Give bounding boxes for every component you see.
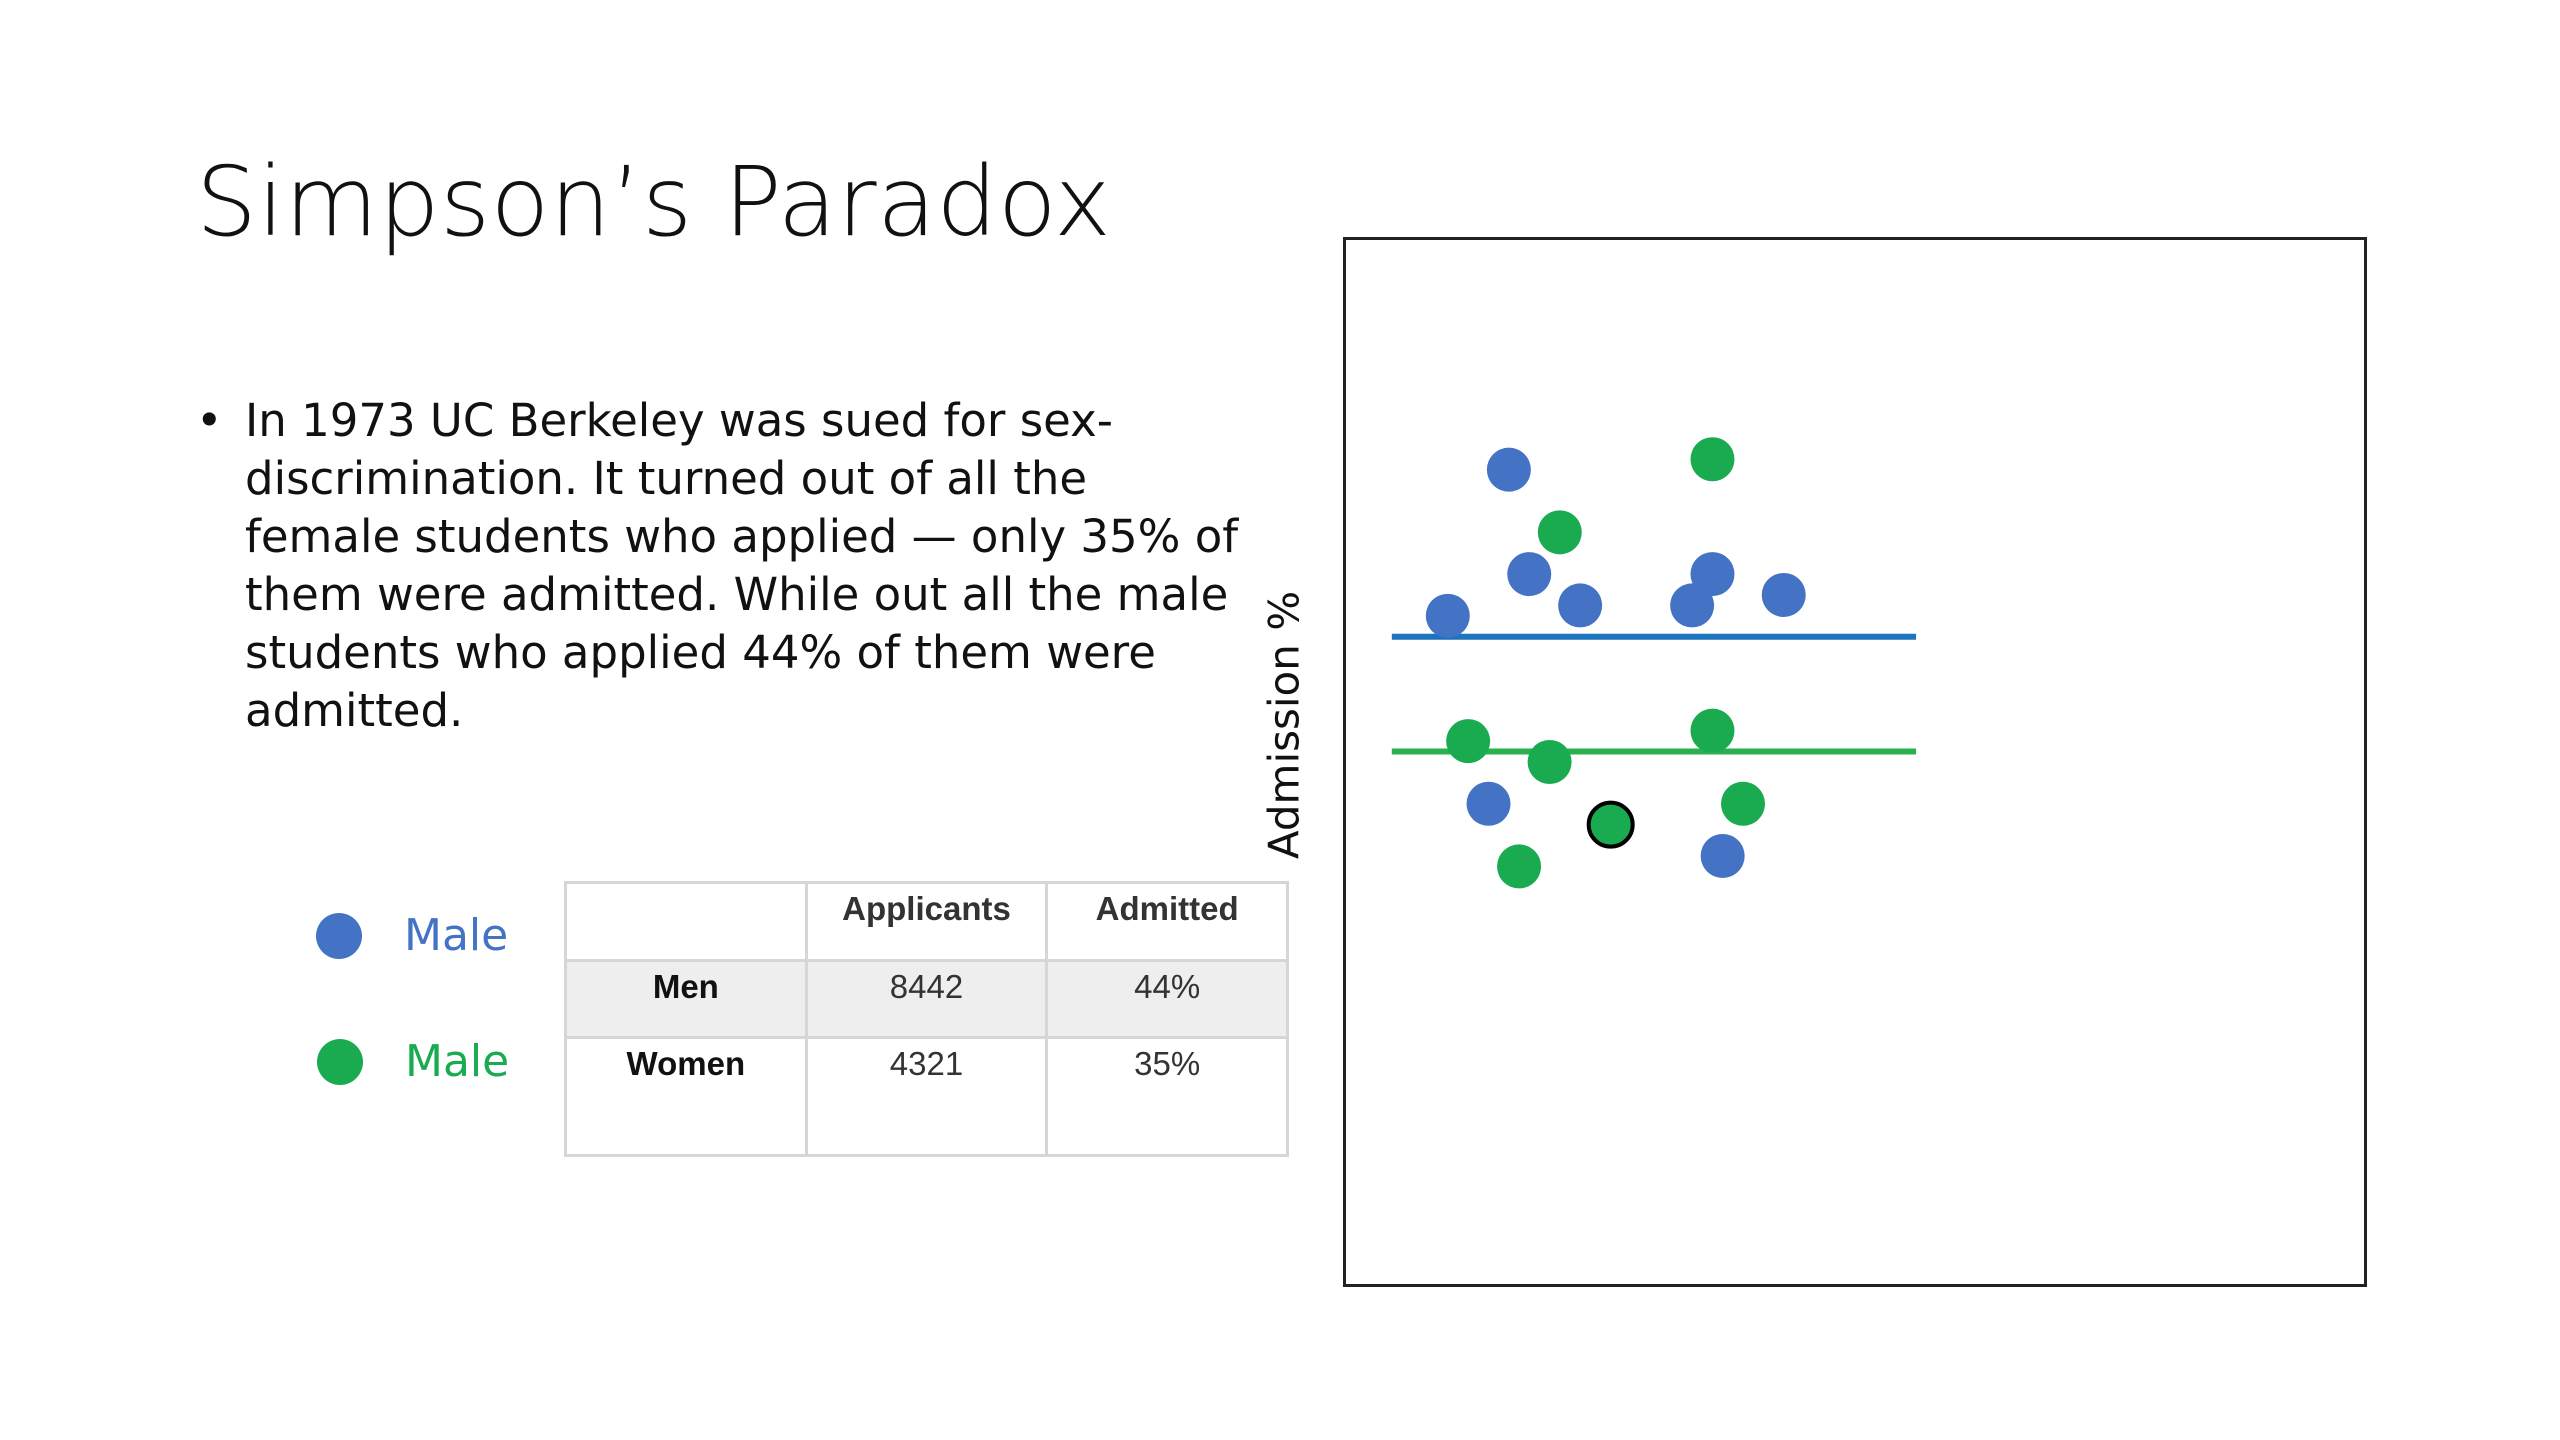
row-label-men: Men xyxy=(564,958,808,1039)
row-label-women: Women xyxy=(564,1036,808,1157)
cell-women-admitted: 35% xyxy=(1045,1036,1289,1157)
green-data-point xyxy=(1586,800,1635,849)
scatter-plot xyxy=(1391,437,1917,889)
green-data-point xyxy=(1446,719,1491,764)
table-row: Men 8442 44% xyxy=(564,958,1289,1039)
blue-data-point xyxy=(1690,552,1735,597)
blue-data-point xyxy=(1507,552,1552,597)
admissions-table: Applicants Admitted Men 8442 44% Women 4… xyxy=(564,881,1289,1157)
table-header-blank xyxy=(564,881,808,962)
table-header-applicants: Applicants xyxy=(804,881,1049,962)
green-data-point xyxy=(1690,708,1735,753)
bullet-symbol: • xyxy=(196,394,223,447)
legend-label-green: Male xyxy=(405,1036,510,1087)
cell-men-applicants: 8442 xyxy=(804,958,1049,1039)
blue-data-point xyxy=(1425,593,1470,638)
green-data-point xyxy=(1537,510,1582,555)
legend-label-blue: Male xyxy=(404,910,509,961)
green-data-point xyxy=(1497,844,1542,889)
blue-data-point xyxy=(1761,572,1806,617)
blue-data-point xyxy=(1700,833,1745,878)
blue-data-point xyxy=(1670,583,1715,628)
blue-data-point xyxy=(1466,781,1511,826)
blue-data-point xyxy=(1558,583,1603,628)
y-axis-label: Admission % xyxy=(1259,590,1309,860)
slide-title: Simpson’s Paradox xyxy=(196,146,1112,258)
cell-men-admitted: 44% xyxy=(1045,958,1289,1039)
blue-data-point xyxy=(1486,447,1531,492)
table-header-admitted: Admitted xyxy=(1045,881,1289,962)
table-header-row: Applicants Admitted xyxy=(564,881,1289,962)
cell-women-applicants: 4321 xyxy=(804,1036,1049,1157)
blue-circle-icon xyxy=(316,912,362,959)
green-circle-icon xyxy=(317,1038,363,1085)
green-data-point xyxy=(1690,437,1735,482)
scatter-plot-frame xyxy=(1343,237,2367,1287)
green-data-point xyxy=(1721,781,1766,826)
green-data-point xyxy=(1527,740,1572,784)
table-row: Women 4321 35% xyxy=(564,1036,1289,1157)
bullet-text: In 1973 UC Berkeley was sued for sex-dis… xyxy=(245,394,1239,737)
legend-item-blue: Male xyxy=(316,910,508,961)
legend-item-green: Male xyxy=(317,1036,509,1087)
bullet-point: • In 1973 UC Berkeley was sued for sex-d… xyxy=(196,392,1256,740)
